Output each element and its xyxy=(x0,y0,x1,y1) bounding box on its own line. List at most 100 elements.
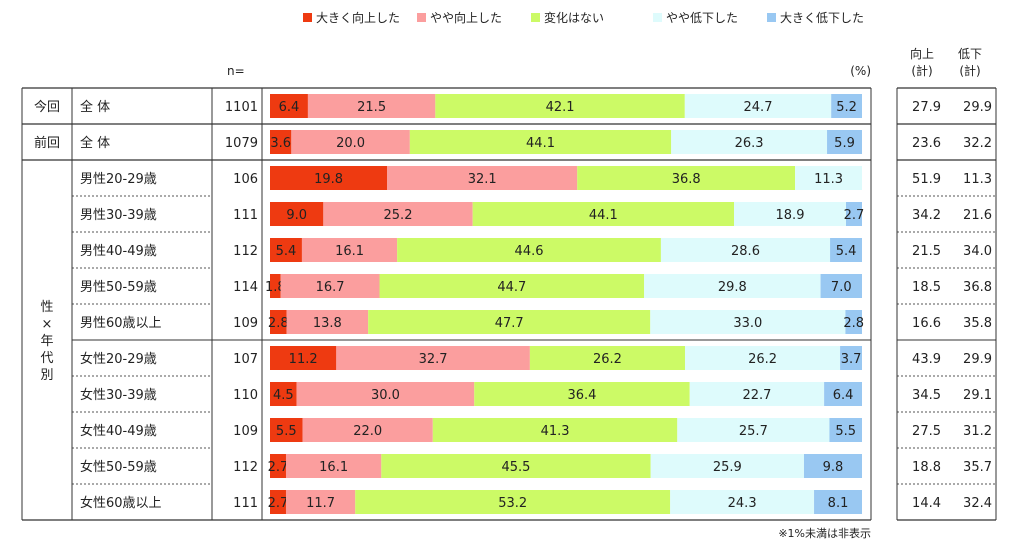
data-label: 32.7 xyxy=(419,352,448,367)
bar-segment xyxy=(827,130,862,154)
data-label: 1.8 xyxy=(265,280,286,295)
row-label: 全 体 xyxy=(80,135,110,151)
group-label: 今回 xyxy=(34,99,60,115)
bar-segment xyxy=(302,418,433,442)
bar-segment xyxy=(650,310,846,334)
data-label: 5.9 xyxy=(834,136,855,151)
bar-segment xyxy=(291,130,410,154)
data-label: 5.2 xyxy=(836,100,857,115)
legend-swatch xyxy=(653,13,662,22)
bar-segment xyxy=(286,310,369,334)
data-label: 44.1 xyxy=(526,136,555,151)
data-label: 25.2 xyxy=(384,208,413,223)
row-label: 女性40-49歳 xyxy=(80,423,157,439)
data-label: 41.3 xyxy=(541,424,570,439)
bar-segment xyxy=(845,310,862,334)
up-total: 43.9 xyxy=(912,352,941,367)
bar-segment xyxy=(824,382,862,406)
data-label: 44.7 xyxy=(497,280,526,295)
data-label: 5.5 xyxy=(835,424,856,439)
row-label: 男性60歳以上 xyxy=(80,316,162,331)
bar-segment xyxy=(829,418,862,442)
down-total: 29.9 xyxy=(963,352,992,367)
bar-segment xyxy=(381,454,651,478)
bar-segment xyxy=(644,274,821,298)
data-label: 44.1 xyxy=(589,208,618,223)
up-total: 23.6 xyxy=(912,136,941,151)
data-label: 9.0 xyxy=(286,208,307,223)
data-label: 36.4 xyxy=(568,388,597,403)
bar-segment xyxy=(671,130,828,154)
bar-segment xyxy=(831,94,862,118)
data-label: 11.3 xyxy=(814,172,843,187)
up-total: 18.8 xyxy=(912,460,941,475)
data-label: 11.2 xyxy=(289,352,318,367)
bar-segment xyxy=(803,454,862,478)
data-label: 2.8 xyxy=(268,316,289,331)
row-label: 男性40-49歳 xyxy=(80,244,157,259)
data-label: 42.1 xyxy=(546,100,575,115)
down-total: 11.3 xyxy=(963,172,992,187)
bar-segment xyxy=(387,166,578,190)
data-label: 4.5 xyxy=(273,388,294,403)
bar-segment xyxy=(677,418,830,442)
data-label: 5.4 xyxy=(276,244,297,259)
down-total: 21.6 xyxy=(963,208,992,223)
bar-segment xyxy=(435,94,685,118)
data-label: 26.2 xyxy=(593,352,622,367)
row-label: 男性30-39歳 xyxy=(80,208,157,223)
up-total: 34.5 xyxy=(912,388,941,403)
data-label: 30.0 xyxy=(371,388,400,403)
bar-segment xyxy=(285,454,382,478)
data-label: 45.5 xyxy=(501,460,530,475)
data-label: 9.8 xyxy=(823,460,844,475)
data-label: 3.6 xyxy=(270,136,291,151)
sum-header: (計) xyxy=(959,63,980,78)
bar-segment xyxy=(529,346,685,370)
down-total: 29.1 xyxy=(963,388,992,403)
down-total: 31.2 xyxy=(963,424,992,439)
group-label: × xyxy=(42,317,53,332)
n-value: 109 xyxy=(233,316,258,331)
data-label: 53.2 xyxy=(498,496,527,511)
bar-segment xyxy=(296,382,475,406)
data-label: 36.8 xyxy=(672,172,701,187)
bar-segment xyxy=(840,346,862,370)
down-total: 35.8 xyxy=(963,316,992,331)
row-label: 男性50-59歳 xyxy=(80,280,157,295)
bar-segment xyxy=(270,274,281,298)
data-label: 32.1 xyxy=(468,172,497,187)
data-label: 8.1 xyxy=(828,496,849,511)
data-label: 28.6 xyxy=(731,244,760,259)
bar-segment xyxy=(285,490,356,514)
up-total: 27.9 xyxy=(912,100,941,115)
bar-segment xyxy=(270,310,287,334)
bar-segment xyxy=(684,346,841,370)
data-label: 20.0 xyxy=(336,136,365,151)
bar-segment xyxy=(820,274,862,298)
n-value: 1079 xyxy=(225,136,258,151)
legend-label: 大きく低下した xyxy=(780,11,864,25)
data-label: 6.4 xyxy=(279,100,300,115)
bar-segment xyxy=(684,94,832,118)
row-label: 女性50-59歳 xyxy=(80,459,157,475)
bar-segment xyxy=(307,94,436,118)
data-label: 19.8 xyxy=(314,172,343,187)
data-label: 29.8 xyxy=(718,280,747,295)
legend-swatch xyxy=(417,13,426,22)
data-label: 25.9 xyxy=(713,460,742,475)
group-label: 別 xyxy=(40,368,53,383)
data-label: 33.0 xyxy=(733,316,762,331)
row-label: 全 体 xyxy=(80,99,110,115)
n-value: 112 xyxy=(233,244,258,259)
bar-segment xyxy=(650,454,804,478)
n-value: 114 xyxy=(233,280,258,295)
bar-segment xyxy=(670,490,815,514)
data-label: 16.1 xyxy=(319,460,348,475)
n-value: 109 xyxy=(233,424,258,439)
row-label: 女性60歳以上 xyxy=(80,495,162,511)
data-label: 24.7 xyxy=(744,100,773,115)
n-value: 110 xyxy=(233,388,258,403)
